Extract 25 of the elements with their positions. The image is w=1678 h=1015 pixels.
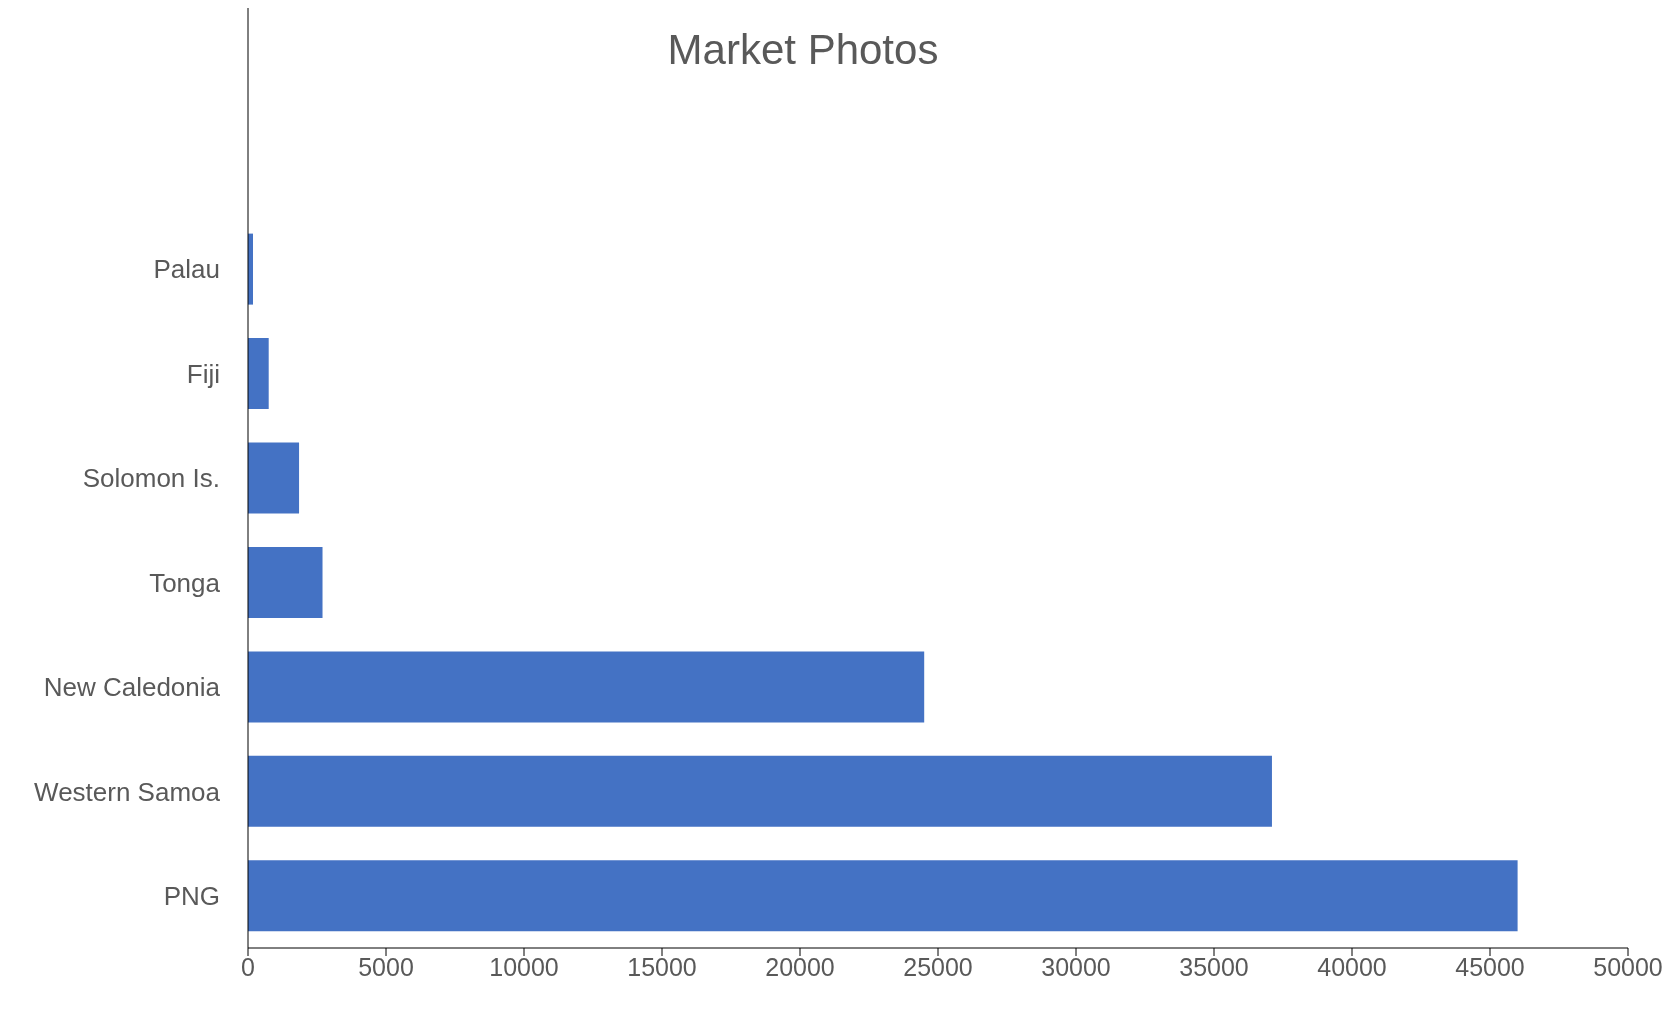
x-tick-label: 50000 (1593, 952, 1663, 981)
x-tick-label: 10000 (489, 952, 559, 981)
x-tick-label: 25000 (903, 952, 973, 981)
y-tick-label: Solomon Is. (82, 463, 220, 494)
x-tick-label: 20000 (765, 952, 835, 981)
x-tick-label: 45000 (1455, 952, 1525, 981)
x-tick-label: 35000 (1179, 952, 1249, 981)
y-tick-label: Tonga (149, 567, 221, 598)
bar (248, 442, 300, 514)
bar (248, 651, 925, 723)
x-tick-label: 15000 (627, 952, 697, 981)
x-tick-label: 30000 (1041, 952, 1111, 981)
x-tick-label: 0 (241, 952, 255, 981)
bar (248, 546, 323, 618)
y-tick-label: New Caledonia (43, 672, 221, 703)
bar (248, 860, 1518, 932)
x-tick-label: 5000 (358, 952, 414, 981)
bar (248, 755, 1272, 827)
x-tick-label: 40000 (1317, 952, 1387, 981)
y-tick-label: Fiji (186, 358, 220, 389)
y-tick-label: Palau (153, 254, 220, 285)
bar (248, 338, 269, 410)
y-tick-label: Western Samoa (34, 776, 221, 807)
y-tick-label: PNG (163, 881, 220, 912)
chart-title: Market Photos (667, 26, 939, 74)
